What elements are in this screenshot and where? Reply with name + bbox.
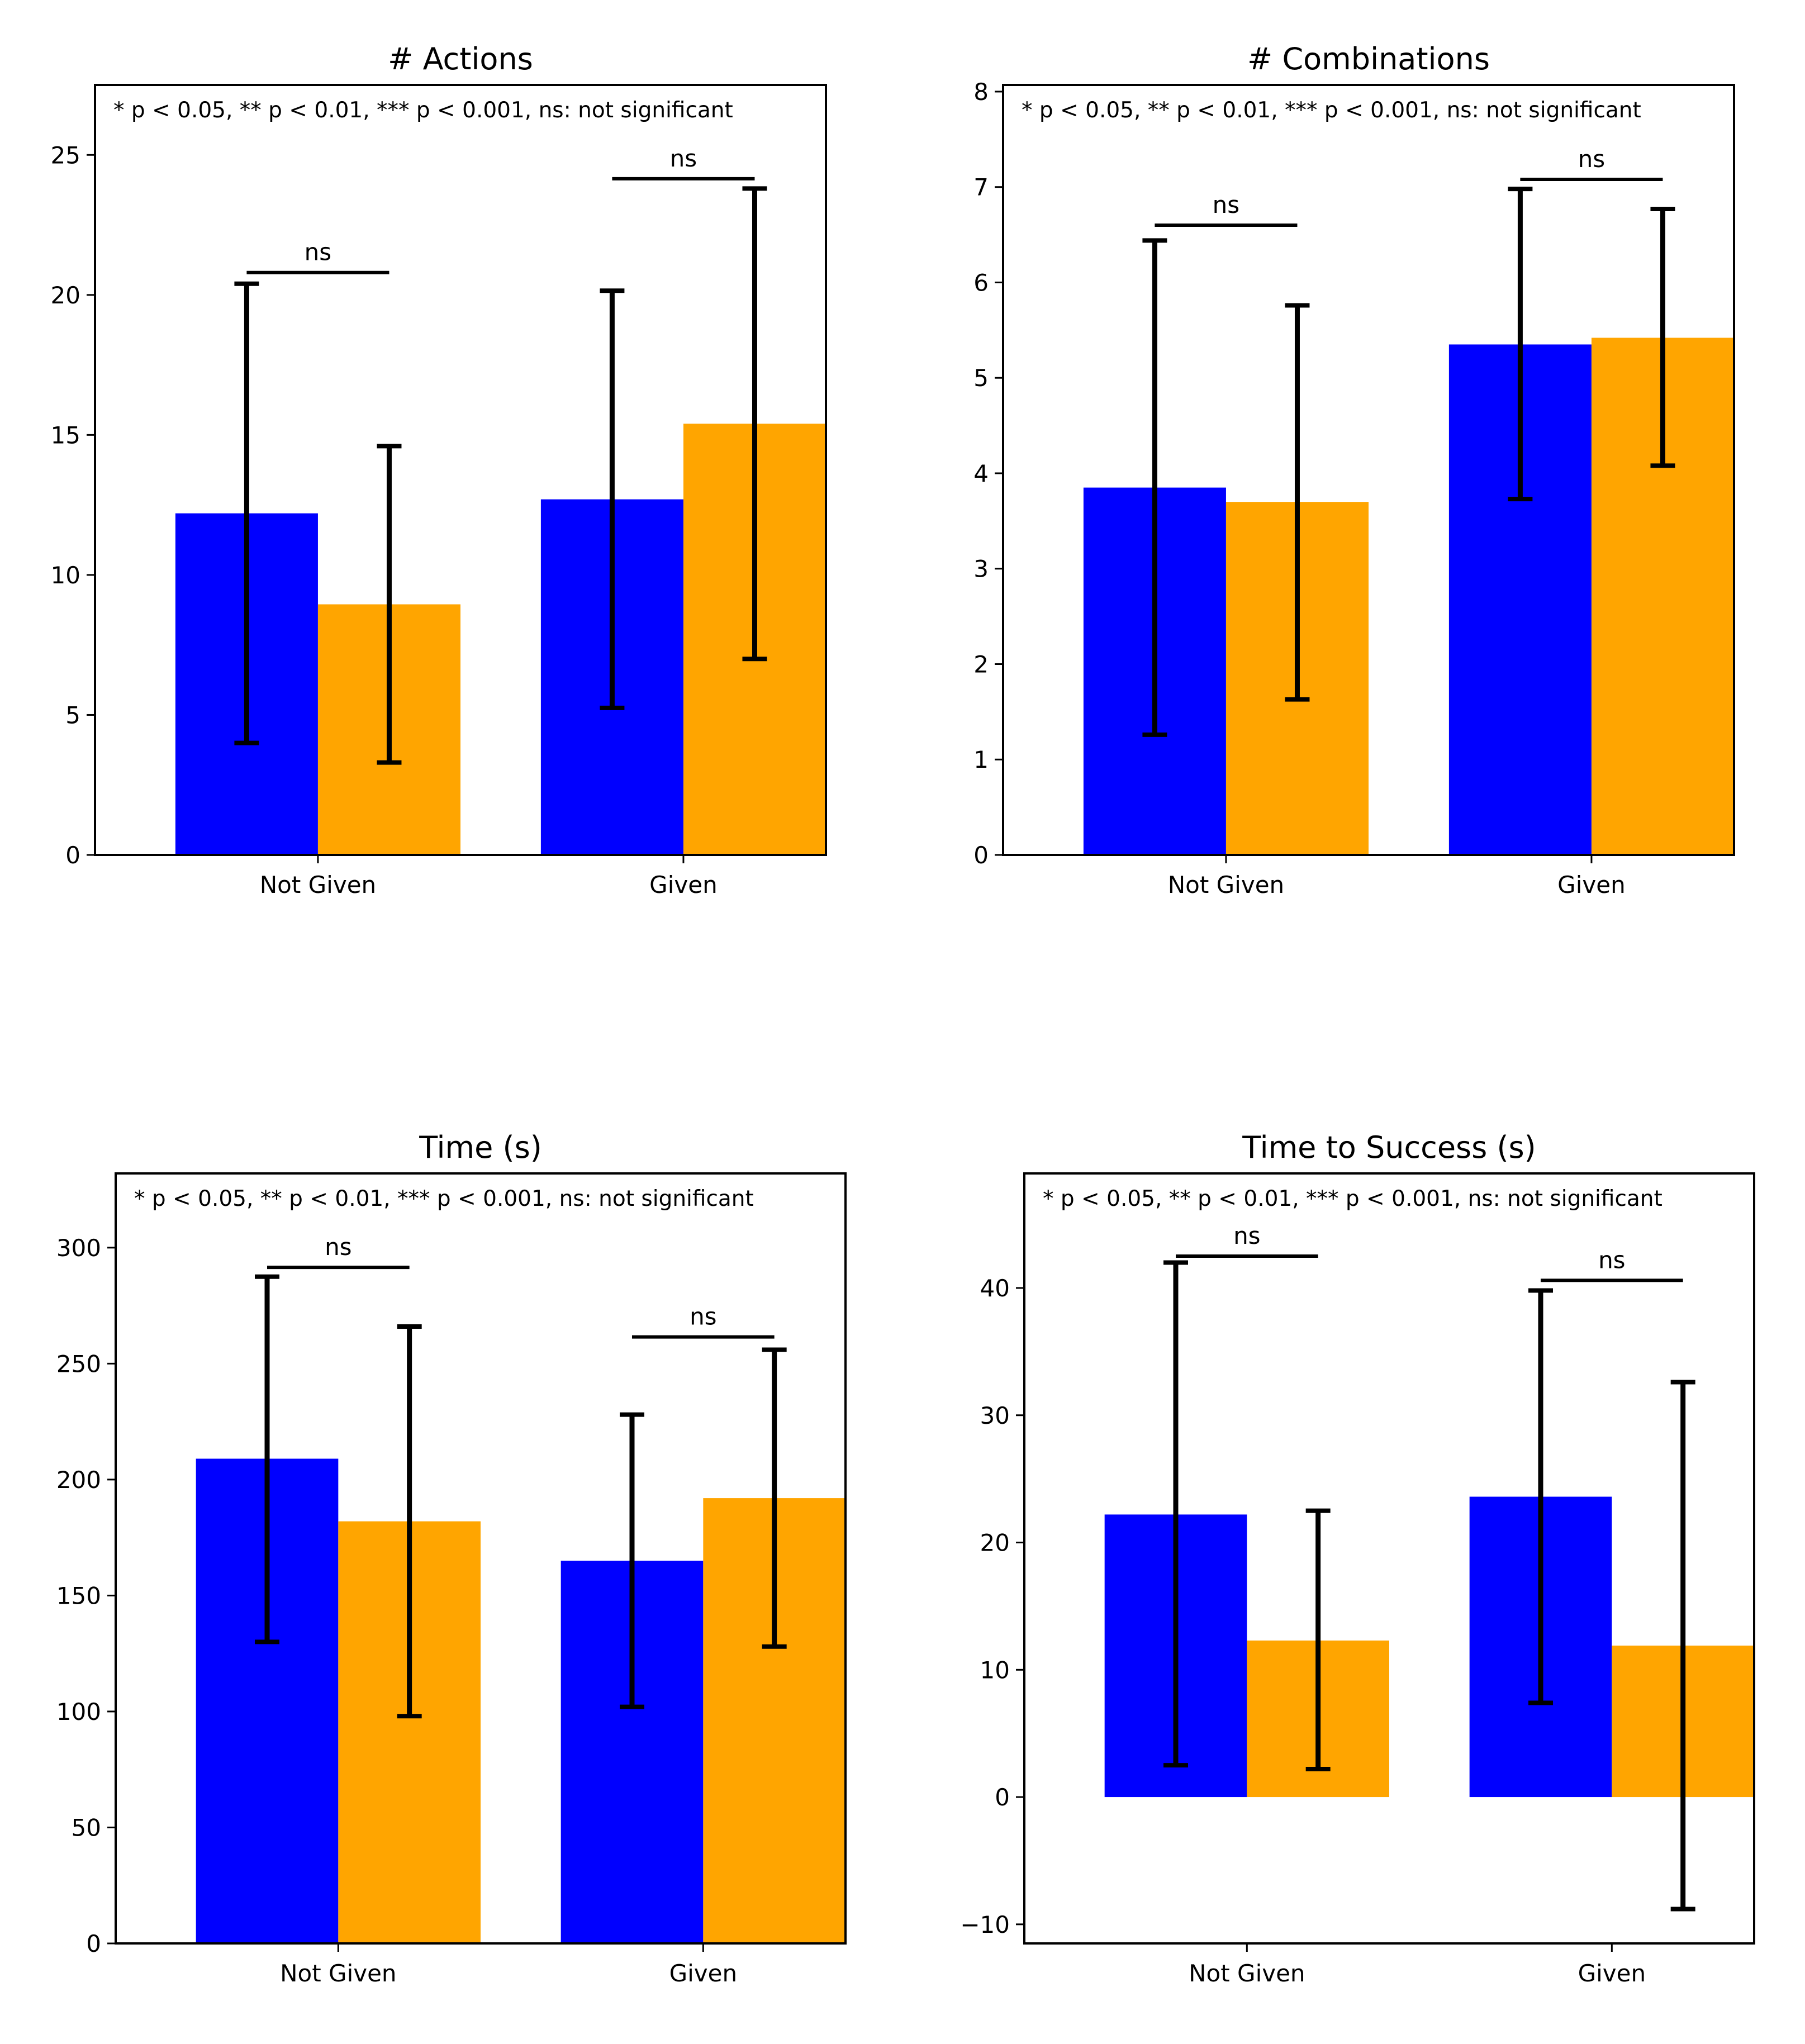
y-tick-label: 10 bbox=[980, 1656, 1010, 1684]
panel-3: Time to Success (s) ns ns * p < 0.05, ** p … bbox=[960, 1130, 1755, 1987]
y-tick-label: 20 bbox=[980, 1529, 1010, 1557]
y-tick-label: 0 bbox=[973, 842, 989, 869]
axes-frame bbox=[1023, 1172, 1755, 1945]
x-tick-label: Given bbox=[1557, 871, 1626, 899]
y-tick-label: 100 bbox=[56, 1698, 101, 1725]
chart-title: Time to Success (s) bbox=[1242, 1130, 1536, 1165]
y-tick-label: 6 bbox=[973, 269, 989, 296]
chart-title: # Actions bbox=[388, 41, 533, 77]
axes-frame bbox=[1002, 84, 1735, 856]
significance-note: * p < 0.05, ** p < 0.01, *** p < 0.001, … bbox=[113, 98, 733, 123]
x-tick-label: Given bbox=[649, 871, 718, 899]
y-tick-label: 40 bbox=[980, 1275, 1010, 1302]
significance-label-0: ns bbox=[305, 239, 332, 266]
y-tick-label: 0 bbox=[995, 1784, 1010, 1811]
y-tick-label: 25 bbox=[51, 141, 80, 169]
significance-label-1: ns bbox=[690, 1303, 717, 1330]
y-tick-label: 5 bbox=[65, 701, 80, 729]
x-tick-label: Not Given bbox=[1168, 871, 1284, 899]
axes-frame bbox=[94, 84, 827, 856]
y-tick-label: 7 bbox=[973, 174, 989, 201]
y-tick-label: 250 bbox=[56, 1350, 101, 1377]
y-tick-label: 30 bbox=[980, 1402, 1010, 1429]
panel-1: # Combinations ns ns * p < 0.05, ** p < 0.0… bbox=[973, 41, 1735, 899]
x-tick-label: Not Given bbox=[260, 871, 376, 899]
significance-label-1: ns bbox=[670, 145, 697, 172]
y-tick-label: 10 bbox=[51, 562, 80, 589]
y-tick-label: 50 bbox=[72, 1814, 101, 1841]
y-tick-label: 20 bbox=[51, 282, 80, 309]
y-tick-label: 0 bbox=[65, 842, 80, 869]
panel-0: # Actions ns ns * p < 0.05, ** p < 0.01, **… bbox=[51, 41, 827, 899]
significance-label-0: ns bbox=[1213, 191, 1240, 218]
significance-label-0: ns bbox=[325, 1233, 352, 1261]
significance-note: * p < 0.05, ** p < 0.01, *** p < 0.001, … bbox=[1043, 1186, 1662, 1211]
x-tick-label: Given bbox=[669, 1960, 738, 1987]
y-tick-label: 200 bbox=[56, 1466, 101, 1494]
y-tick-label: −10 bbox=[960, 1911, 1010, 1938]
y-tick-label: 1 bbox=[973, 746, 989, 773]
y-tick-label: 8 bbox=[973, 78, 989, 106]
y-tick-label: 15 bbox=[51, 421, 80, 449]
y-tick-label: 150 bbox=[56, 1582, 101, 1609]
y-tick-label: 5 bbox=[973, 364, 989, 392]
significance-note: * p < 0.05, ** p < 0.01, *** p < 0.001, … bbox=[134, 1186, 754, 1211]
y-tick-label: 300 bbox=[56, 1234, 101, 1262]
significance-label-1: ns bbox=[1578, 145, 1606, 173]
significance-note: * p < 0.05, ** p < 0.01, *** p < 0.001, … bbox=[1022, 98, 1641, 123]
chart-title: # Combinations bbox=[1247, 41, 1490, 77]
y-tick-label: 3 bbox=[973, 555, 989, 583]
x-tick-label: Not Given bbox=[1189, 1960, 1305, 1987]
y-tick-label: 4 bbox=[973, 460, 989, 487]
x-tick-label: Given bbox=[1578, 1960, 1646, 1987]
panel-2: Time (s) ns ns * p < 0.05, ** p < 0.01, ***… bbox=[56, 1130, 847, 1987]
y-tick-label: 2 bbox=[973, 650, 989, 678]
chart-title: Time (s) bbox=[419, 1130, 542, 1165]
significance-label-1: ns bbox=[1598, 1246, 1626, 1273]
y-tick-label: 0 bbox=[86, 1930, 101, 1957]
axes-frame bbox=[115, 1172, 847, 1945]
significance-label-0: ns bbox=[1233, 1222, 1261, 1249]
x-tick-label: Not Given bbox=[280, 1960, 396, 1987]
